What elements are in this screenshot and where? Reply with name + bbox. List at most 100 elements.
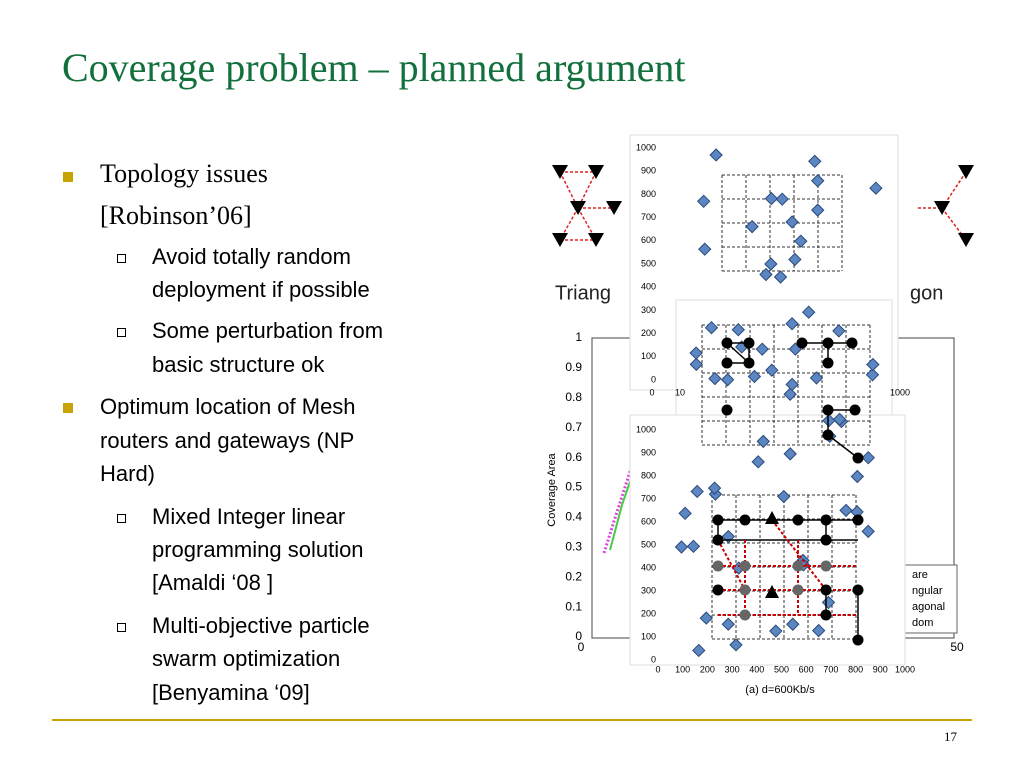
node-diamond [809,371,824,385]
router-node [820,609,832,621]
gateway-node [820,560,832,572]
y-tick-label: 400 [641,562,656,572]
hexagon-edge [941,207,967,241]
node-diamond [802,305,816,319]
node-diamond [745,219,759,234]
router-node [743,357,755,369]
node-diamond [674,540,689,554]
y-tick-label: 900 [641,447,656,457]
sub-bullet-marker [117,254,126,263]
x-tick-label: 50 [950,640,964,654]
node-diamond [785,377,799,392]
figure-label: Triang [555,282,611,304]
node-diamond [808,154,822,169]
node-triangle [934,201,950,215]
node-diamond [861,524,875,539]
y-tick-label: 200 [641,328,656,338]
router-node [852,452,864,464]
router-node [822,357,834,369]
router-node [712,584,724,596]
y-tick-label: 400 [641,282,656,292]
sub-bullet-text: Mixed Integer linear [152,504,346,529]
node-diamond [839,503,853,518]
bullet-text: routers and gateways (NP [100,428,355,453]
y-tick-label: 0.5 [565,480,582,494]
y-tick-label: 0.1 [565,599,582,613]
slide-title: Coverage problem – planned argument [62,45,686,90]
x-tick-label: 500 [774,664,789,674]
node-diamond [692,643,706,658]
x-tick-label: 800 [848,664,863,674]
legend-text: agonal [912,601,945,613]
node-diamond [686,539,701,554]
y-tick-label: 800 [641,189,656,199]
x-tick-label: 900 [873,664,888,674]
node-diamond [769,624,783,638]
sub-bullet-text: basic structure ok [152,352,325,377]
router-node [849,404,861,416]
x-tick-label: 200 [700,664,715,674]
sub-bullet-text: [Amaldi ‘08 ] [152,570,274,595]
x-tick-label: 0 [578,640,585,654]
router-node [792,514,804,526]
y-tick-label: 0.9 [565,360,582,374]
node-diamond [689,357,704,372]
figure-caption: (a) d=600Kb/s [745,684,815,696]
sub-bullet-text: swarm optimization [152,646,341,671]
node-triangle [552,233,568,247]
bullet-text: Topology issues [100,159,268,188]
node-diamond [811,203,825,217]
figure-label: gon [910,282,943,304]
node-diamond [759,267,773,282]
x-tick-label: 1000 [890,387,910,397]
router-node [721,337,733,349]
sub-bullet-marker [117,514,126,523]
node-diamond [783,447,797,461]
node-diamond [788,252,802,267]
x-tick-label: 10 [675,387,685,397]
node-diamond [765,363,779,377]
router-node [852,584,864,596]
node-diamond [699,611,713,625]
node-diamond [721,617,735,631]
y-tick-label: 500 [641,539,656,549]
y-tick-label: 300 [641,305,656,315]
legend-text: are [912,569,928,581]
x-tick-label: 0 [649,387,654,397]
y-tick-label: 200 [641,608,656,618]
sub-bullet-text: [Benyamina ‘09] [152,680,310,705]
x-tick-label: 300 [725,664,740,674]
node-diamond [785,316,799,331]
sub-bullet-text: Avoid totally random [152,244,351,269]
node-diamond [729,638,743,652]
y-tick-label: 0.6 [565,450,582,464]
y-tick-label: 1000 [636,142,656,152]
gateway-node [792,560,804,572]
gateway-node [792,584,804,596]
node-diamond [696,194,711,209]
y-tick-label: 600 [641,235,656,245]
y-tick-label: 600 [641,516,656,526]
node-diamond [811,623,826,638]
sub-bullet-text: Some perturbation from [152,318,384,343]
node-diamond [822,413,836,428]
gateway-node [712,560,724,572]
router-node [712,514,724,526]
node-diamond [777,489,791,504]
node-triangle [958,233,974,247]
sub-bullet-text: deployment if possible [152,277,370,302]
gateway-triangle [765,585,779,598]
gateway-node [739,560,751,572]
router-node [822,337,834,349]
y-tick-label: 1 [575,330,582,344]
node-diamond [756,434,770,449]
node-triangle [570,201,586,215]
node-diamond [704,321,719,335]
y-tick-label: 0.3 [565,539,582,553]
bullet-text: Optimum location of Mesh [100,394,356,419]
sub-bullet-marker [117,328,126,337]
y-tick-label: 0 [575,629,582,643]
legend-text: ngular [912,585,943,597]
x-tick-label: 400 [749,664,764,674]
